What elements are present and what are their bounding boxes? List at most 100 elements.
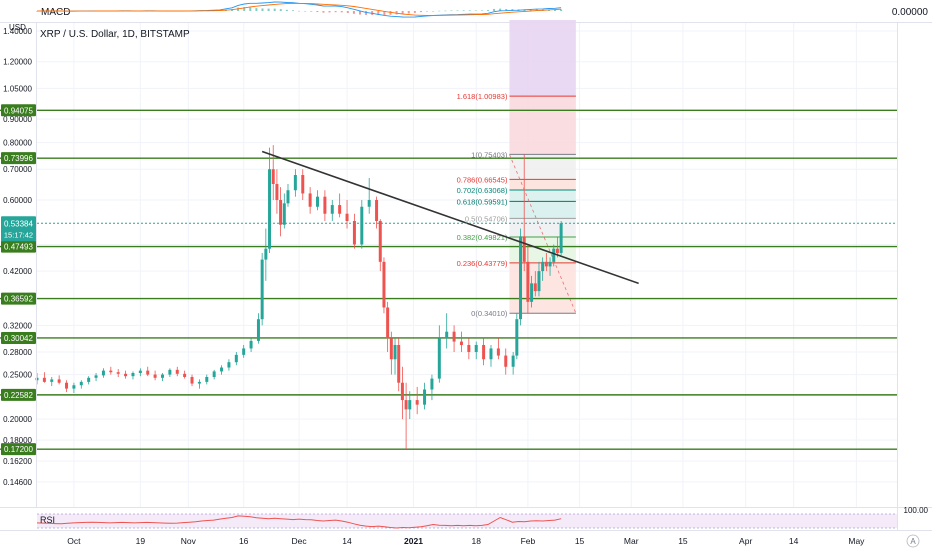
time-axis[interactable]: Oct 19 Nov 16 Dec 14 2021 18 Feb 15 Mar 15 Apr 14 May … [0,530,932,548]
price-level-badge-label: 0.22582 [4,391,33,400]
price-axis[interactable]: USD 1.400001.200001.050000.900000.800000… [1,23,898,530]
candle [400,366,404,420]
candle-body [519,236,523,320]
price-tick-label: 0.18000 [3,436,32,445]
price-grid [37,23,897,507]
macd-histogram-bar [426,11,429,12]
price-tick-label: 0.70000 [3,165,32,174]
candle-body [526,261,530,302]
candle-body [190,376,194,384]
macd-histogram-bar [499,8,502,11]
candle [286,184,290,207]
candle [430,374,434,401]
candle [79,380,83,389]
price-tick-label: 1.20000 [3,58,32,67]
descending-trendline[interactable] [261,150,639,285]
macd-histogram-bar [383,11,386,16]
macd-histogram-bar [456,10,459,11]
countdown-label: 15:17:42 [4,230,33,239]
candle [50,376,54,387]
time-tick-label: May [848,536,865,546]
candle-body [375,199,379,221]
candle [452,325,456,352]
current-price-label: 0.53384 [4,219,33,228]
auto-scale-button[interactable] [906,534,920,548]
candle-body [124,373,128,377]
fib-zone [509,201,576,219]
price-tick-label: 0.16200 [3,457,32,466]
macd-histogram-bar [389,11,392,15]
auto-scale-label: A [910,537,916,546]
macd-histogram-bar [346,11,349,13]
candle-body [389,338,393,360]
time-tick-label: 2021 [404,536,423,546]
candle [352,213,356,249]
candle-body [160,374,164,378]
candle-body [234,354,238,363]
candle [146,366,150,377]
candle-body [408,400,412,410]
candle-body [393,344,397,360]
candle-body [397,344,401,383]
fib-level-label: 0.5(0.54706) [465,214,508,223]
price-level-badge [1,152,36,165]
price-level-badge-label: 0.30042 [4,334,33,343]
candle-body [437,338,441,379]
macd-histogram-bar [365,11,368,15]
price-tick-label: 0.90000 [3,115,32,124]
price-level-badge [1,292,36,305]
fib-level-label: 0.702(0.63068) [457,186,508,195]
rsi-line [36,515,562,529]
candle [511,351,515,375]
macd-histogram-bar [249,7,252,11]
candle [220,365,224,375]
macd-histogram-bar [474,10,477,11]
candle [338,193,342,218]
macd-histogram-bar [285,9,288,11]
macd-histogram-bar [334,11,337,13]
candle [515,313,519,360]
candle [530,275,534,308]
support-resistance-lines[interactable] [0,109,897,450]
candle-body [559,223,563,253]
candle-body [504,355,508,367]
candle [242,344,246,358]
candle [42,372,46,383]
candle [404,382,408,450]
candle [138,368,142,377]
rsi-pane[interactable]: RSI 100.00 [0,506,932,529]
time-tick-label: Oct [67,536,81,546]
macd-histogram-bar [328,11,331,13]
candle-body [57,379,61,383]
macd-pane[interactable]: MACD 0.00000 [0,0,932,23]
macd-histogram-bar [316,11,319,13]
macd-histogram-bar [304,11,307,12]
candle-body [482,344,486,360]
candle-body [138,370,142,373]
candle [467,338,471,360]
candle-body [286,190,290,204]
candle-body [94,375,98,378]
macd-histogram-bar [279,9,282,11]
candle [360,199,364,249]
price-level-badge-label: 0.47493 [4,243,33,252]
candle [316,190,320,211]
time-tick-label: Mar [624,536,639,546]
macd-histogram-bar [237,7,240,11]
time-tick-label: 15 [575,536,585,546]
macd-histogram-bar [291,10,294,11]
time-tick-label: Apr [739,536,752,546]
candle-body [530,283,534,302]
candle [537,261,541,297]
macd-histogram-bar [395,11,398,15]
candle [397,338,401,392]
candle-body [548,261,552,267]
fib-level-label: 0.786(0.66545) [457,175,508,184]
macd-histogram-bar [450,10,453,11]
macd-signal-line [37,2,562,16]
macd-histogram-bar [359,11,362,15]
macd-plot [36,1,563,18]
main-price-pane[interactable]: 1.618(1.00983) 1(0.75403) 0.786(0.66545) 0.… [0,20,932,507]
